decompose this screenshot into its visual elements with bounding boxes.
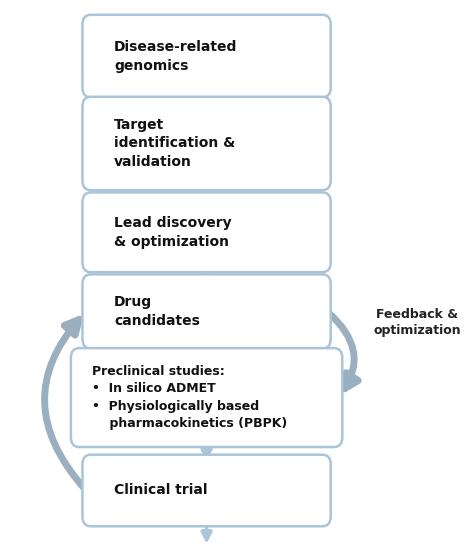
FancyBboxPatch shape (82, 274, 331, 349)
Text: Preclinical studies:
•  In silico ADMET
•  Physiologically based
    pharmacokin: Preclinical studies: • In silico ADMET •… (92, 365, 287, 431)
Text: Drug
candidates: Drug candidates (114, 295, 200, 328)
FancyBboxPatch shape (82, 455, 331, 526)
Text: Lead discovery
& optimization: Lead discovery & optimization (114, 216, 232, 249)
FancyBboxPatch shape (82, 193, 331, 272)
FancyBboxPatch shape (71, 348, 342, 447)
FancyBboxPatch shape (82, 15, 331, 97)
Text: Feedback &
optimization: Feedback & optimization (374, 308, 461, 337)
Text: Target
identification &
validation: Target identification & validation (114, 118, 235, 169)
Text: Clinical trial: Clinical trial (114, 484, 208, 497)
Text: Disease-related
genomics: Disease-related genomics (114, 40, 237, 72)
FancyBboxPatch shape (82, 97, 331, 190)
